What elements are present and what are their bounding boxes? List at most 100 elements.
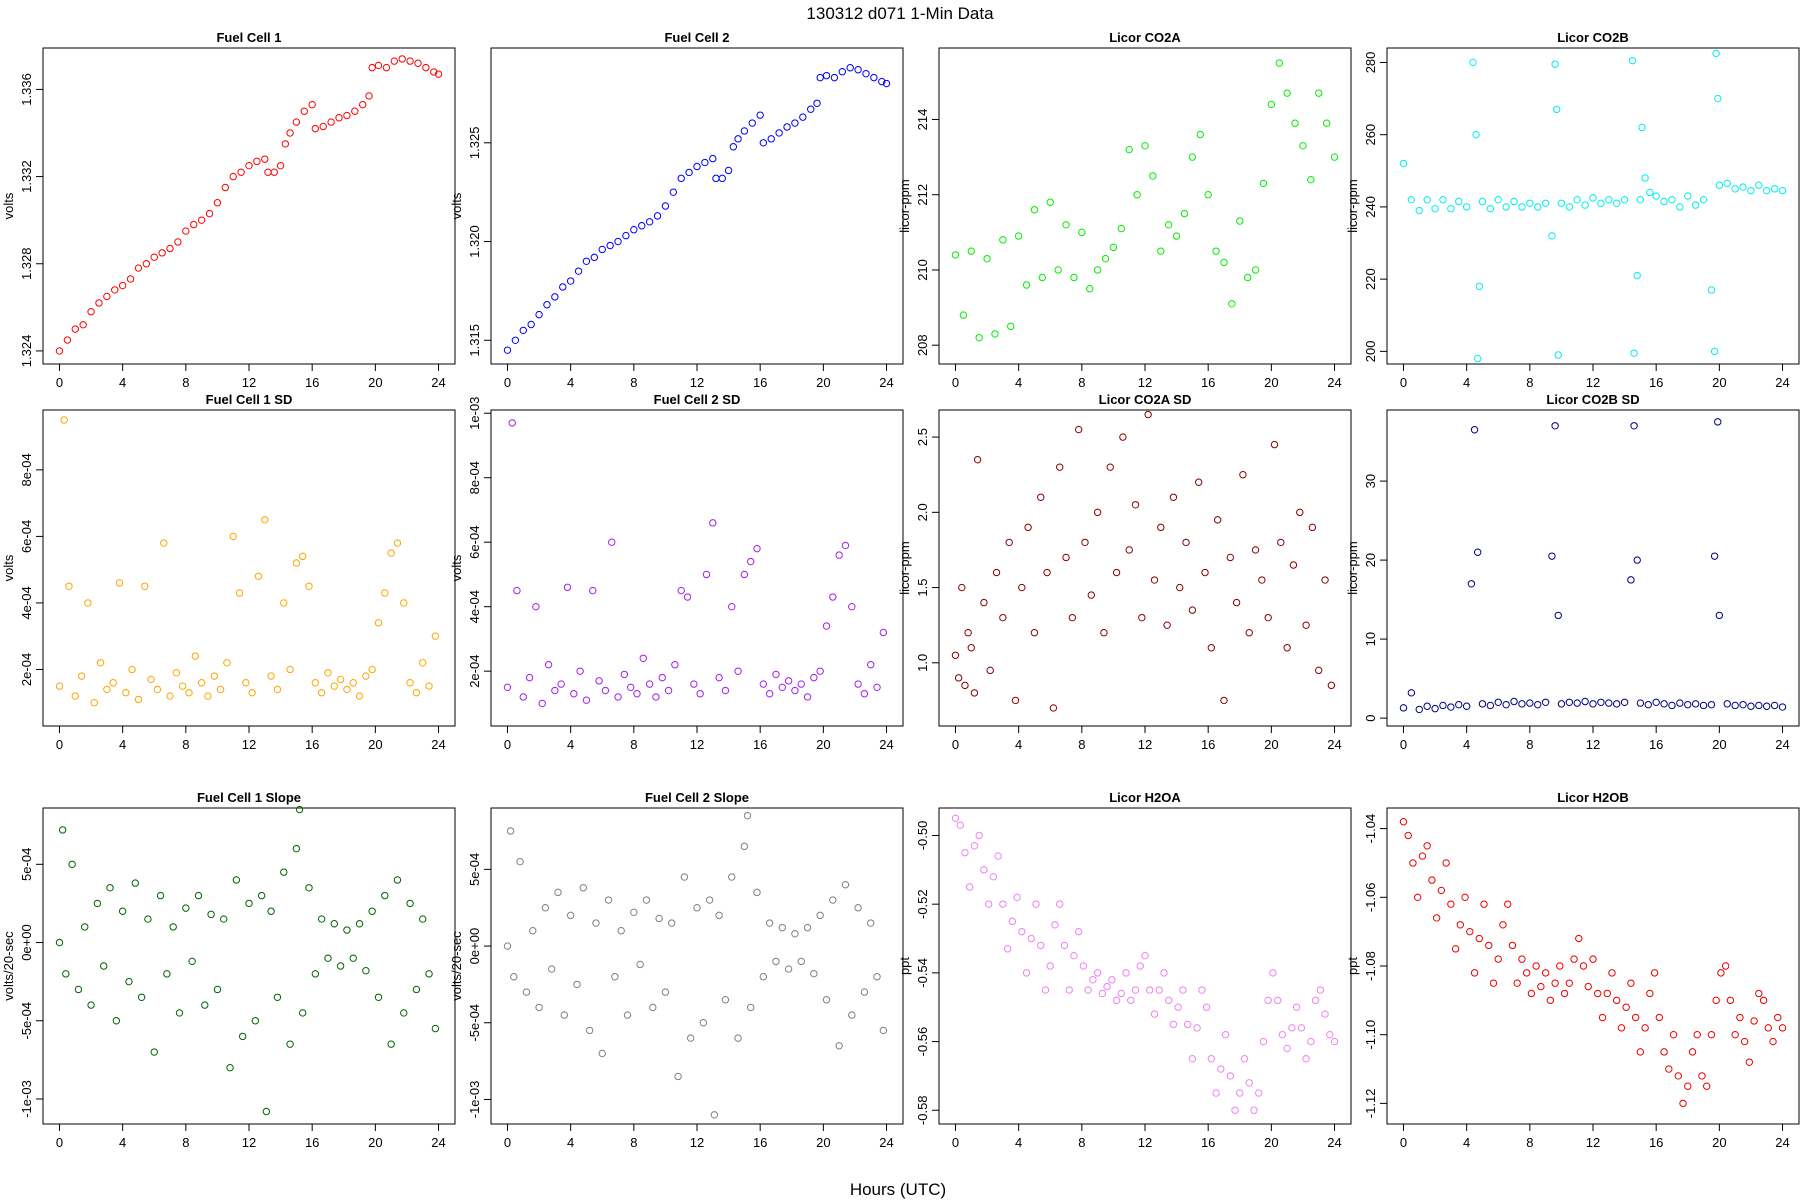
data-point [1474, 548, 1482, 556]
data-point [1485, 941, 1493, 950]
data-point [355, 920, 364, 928]
panel-7: Licor CO2A SD 0 4 8 12 16 20 24 1.0 1.5 2.0 2.5 lico… [897, 392, 1352, 752]
data-point [1707, 286, 1716, 294]
data-point [1714, 94, 1722, 103]
data-point [756, 111, 764, 119]
data-point [1240, 1055, 1249, 1063]
panel-title: Fuel Cell 2 SD [654, 392, 741, 407]
y-tick-label: 4e-04 [467, 590, 482, 623]
data-point [286, 129, 294, 137]
data-point [1087, 591, 1096, 599]
data-point [1011, 696, 1020, 705]
data-point [1715, 611, 1724, 620]
data-point [1472, 130, 1480, 139]
data-point [829, 896, 837, 904]
data-point [1627, 979, 1635, 987]
data-point [65, 582, 73, 590]
data-point [668, 919, 676, 927]
data-point [1655, 1013, 1664, 1022]
data-point [111, 286, 119, 294]
y-tick-label: 214 [915, 109, 930, 131]
data-point [1212, 1089, 1220, 1097]
x-tick-label: 8 [182, 737, 189, 752]
data-point [1560, 989, 1569, 998]
x-tick-label: 0 [56, 375, 63, 390]
data-point [759, 680, 768, 688]
data-point [846, 64, 854, 72]
data-point [1032, 900, 1040, 908]
data-point [1456, 921, 1465, 929]
data-point [608, 538, 616, 546]
data-point [1302, 1055, 1310, 1063]
x-tick-label: 4 [567, 1135, 574, 1150]
data-point [810, 673, 818, 682]
data-point [860, 988, 869, 996]
data-point [131, 879, 139, 887]
data-point [1745, 1058, 1754, 1066]
data-point [330, 920, 338, 928]
data-point [511, 336, 520, 344]
data-point [1070, 951, 1078, 960]
data-point [1307, 175, 1315, 184]
data-point [190, 220, 198, 229]
data-point [308, 100, 316, 109]
data-point [701, 158, 709, 167]
x-tick-label: 16 [305, 737, 319, 752]
data-point [1589, 194, 1597, 202]
data-point [1676, 203, 1684, 211]
data-point [585, 1026, 594, 1035]
data-point [848, 602, 856, 611]
data-point [1510, 197, 1518, 206]
data-point [365, 92, 373, 100]
data-point [1630, 349, 1638, 357]
data-point [1141, 951, 1149, 960]
data-point [1518, 955, 1526, 963]
data-point [305, 582, 313, 590]
data-point [604, 896, 613, 904]
data-point [368, 665, 376, 674]
data-point [414, 59, 422, 67]
data-point [1245, 1079, 1253, 1087]
data-point [1119, 433, 1127, 441]
data-point [1721, 962, 1730, 970]
data-point [425, 970, 433, 978]
data-point [686, 1034, 695, 1042]
data-point [1665, 1065, 1673, 1073]
data-point [204, 692, 212, 700]
data-point [1731, 1030, 1739, 1039]
data-point [1131, 501, 1140, 509]
data-point [1605, 699, 1613, 707]
data-point [854, 680, 862, 688]
data-point [772, 957, 780, 966]
data-point [84, 599, 92, 607]
data-point [592, 919, 600, 927]
data-point [803, 923, 812, 932]
data-point [87, 307, 95, 316]
data-point [1255, 1089, 1263, 1097]
x-tick-label: 8 [1078, 1135, 1085, 1150]
data-point [759, 973, 768, 981]
data-point [617, 927, 625, 935]
data-point [253, 157, 261, 166]
data-point [1188, 153, 1197, 161]
data-point [1710, 347, 1719, 356]
data-point [1641, 1024, 1649, 1032]
data-point [1239, 471, 1247, 479]
data-point [513, 586, 521, 595]
data-point [1013, 893, 1021, 902]
y-tick-label: 240 [1363, 196, 1378, 218]
x-tick-label: 24 [431, 375, 445, 390]
data-point [639, 654, 648, 662]
data-point [1534, 203, 1542, 211]
data-point [1633, 556, 1641, 564]
data-point [1221, 1030, 1230, 1039]
x-tick-label: 0 [56, 1135, 63, 1150]
data-point [1699, 195, 1708, 204]
data-point [1674, 1072, 1682, 1080]
data-point [778, 923, 786, 932]
data-point [55, 682, 64, 690]
x-tick-label: 12 [690, 737, 704, 752]
data-point [1278, 1030, 1287, 1039]
x-tick-label: 0 [952, 737, 959, 752]
data-point [221, 183, 230, 192]
